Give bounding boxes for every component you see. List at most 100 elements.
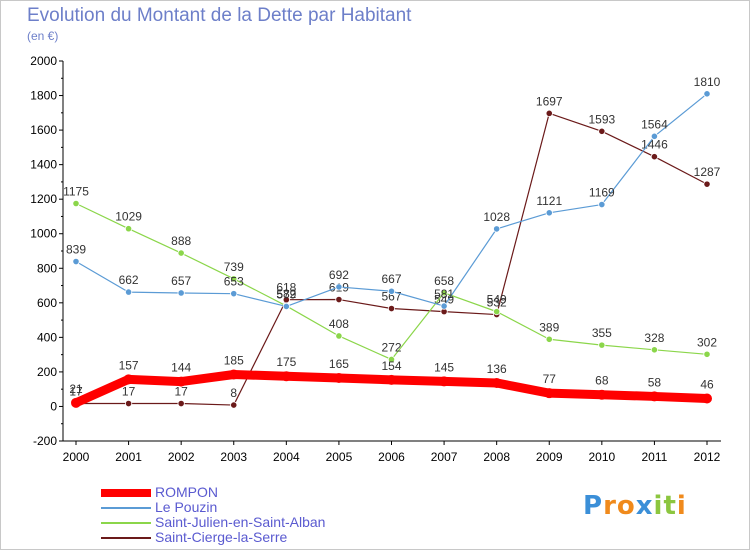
data-label: 302: [697, 335, 717, 349]
data-label: 1121: [536, 194, 562, 208]
y-tick-label: 800: [37, 261, 57, 275]
data-label: 888: [171, 234, 191, 248]
data-point: [493, 308, 501, 316]
x-tick-label: 2000: [63, 450, 90, 464]
data-label: 839: [66, 243, 86, 257]
data-point: [493, 225, 501, 233]
data-label: 653: [224, 275, 244, 289]
data-label: 58: [648, 375, 662, 389]
logo-letter: i: [676, 491, 687, 521]
data-point: [176, 376, 187, 387]
data-point: [124, 225, 133, 233]
x-tick-label: 2010: [588, 450, 615, 464]
logo-letter: o: [616, 491, 636, 521]
data-label: 692: [329, 268, 349, 282]
data-label: 389: [539, 320, 559, 334]
x-tick-label: 2003: [220, 450, 247, 464]
legend-label: Le Pouzin: [155, 499, 218, 515]
data-point: [282, 302, 290, 311]
data-label: 1810: [694, 75, 721, 89]
data-point: [333, 372, 344, 383]
y-tick-label: 200: [37, 365, 57, 379]
data-label: 46: [700, 378, 714, 392]
data-point: [386, 374, 397, 385]
data-label: 17: [174, 385, 188, 399]
data-point: [545, 335, 553, 343]
data-point: [544, 388, 555, 399]
data-point: [387, 304, 396, 313]
y-tick-label: 1800: [30, 89, 57, 103]
legend-swatch: [101, 507, 151, 509]
data-label: 136: [487, 362, 507, 376]
data-point: [440, 289, 448, 297]
data-point: [650, 153, 659, 161]
data-label: 1446: [641, 138, 668, 152]
x-tick-label: 2002: [168, 450, 195, 464]
x-tick-label: 2004: [273, 450, 300, 464]
x-tick-label: 2011: [642, 450, 668, 464]
series-saint-cierge-la-serre: 17171786186195675495321697159314461287: [69, 94, 721, 409]
data-label: 549: [434, 293, 454, 307]
x-tick-label: 2006: [378, 450, 405, 464]
x-tick-label: 2008: [483, 450, 510, 464]
data-point: [281, 371, 292, 382]
data-label: 657: [171, 274, 191, 288]
data-label: 154: [381, 359, 401, 373]
data-label: 272: [381, 340, 401, 354]
data-point: [545, 109, 553, 117]
data-point: [124, 288, 133, 296]
logo-letter: r: [603, 491, 617, 521]
data-point: [596, 389, 607, 400]
data-label: 581: [434, 287, 454, 301]
data-point: [598, 341, 606, 349]
data-label: 145: [434, 360, 454, 374]
data-label: 662: [119, 273, 139, 287]
data-label: 532: [487, 296, 507, 310]
data-label: 667: [381, 272, 401, 286]
data-point: [230, 275, 238, 283]
x-tick-label: 2012: [694, 450, 721, 464]
data-label: 1564: [641, 117, 668, 131]
chart-subtitle: (en €): [27, 29, 59, 43]
data-point: [335, 295, 343, 304]
y-tick-label: -200: [33, 434, 57, 448]
legend-label: Saint-Cierge-la-Serre: [155, 529, 288, 545]
data-point: [387, 355, 396, 364]
data-label: 1175: [63, 185, 89, 199]
data-point: [650, 346, 659, 354]
legend-swatch: [101, 489, 151, 497]
data-label: 618: [276, 281, 296, 295]
legend-swatch: [101, 537, 151, 539]
data-label: 21: [69, 382, 83, 396]
data-label: 17: [122, 385, 136, 399]
data-label: 355: [592, 326, 612, 340]
series-le-pouzin: 839 662 657 653 579 692 667 581 1028 1121 1169 1564…: [66, 75, 721, 311]
data-label: 579: [276, 287, 296, 301]
legend-label: ROMPON: [155, 484, 218, 500]
y-tick-label: 600: [37, 296, 57, 310]
data-label: 175: [276, 355, 296, 369]
data-point: [649, 391, 660, 402]
logo-letter: x: [635, 491, 654, 521]
x-tick-label: 2005: [326, 450, 353, 464]
data-point: [230, 401, 238, 409]
data-point: [598, 200, 606, 209]
data-label: 1028: [483, 210, 510, 224]
y-tick-label: 2000: [30, 54, 57, 68]
data-point: [440, 302, 448, 310]
data-point: [228, 369, 239, 380]
data-label: 185: [224, 354, 244, 368]
data-point: [335, 283, 343, 291]
x-tick-label: 2009: [536, 450, 563, 464]
data-point: [177, 249, 185, 257]
data-label: 1697: [536, 94, 563, 108]
legend-swatch: [101, 522, 151, 524]
data-point: [491, 377, 502, 388]
data-point: [72, 199, 80, 208]
data-point: [123, 374, 134, 385]
data-label: 17: [69, 385, 83, 399]
data-label: 77: [543, 372, 557, 386]
data-label: 582: [276, 287, 296, 301]
data-point: [439, 376, 450, 387]
